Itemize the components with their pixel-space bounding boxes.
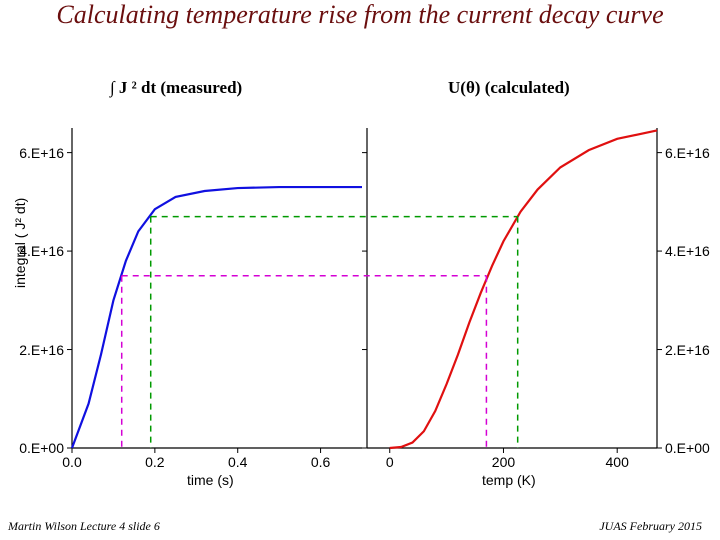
footer-left: Martin Wilson Lecture 4 slide 6 — [8, 519, 160, 534]
footer-right: JUAS February 2015 — [599, 519, 702, 534]
footer-left-text: Martin Wilson Lecture 4 slide 6 — [8, 519, 160, 533]
xtick-label: 0 — [372, 454, 408, 470]
xtick-label: 0.6 — [303, 454, 339, 470]
xtick-label: 0.4 — [220, 454, 256, 470]
y-axis-label: integral ( J² dt) — [12, 198, 28, 288]
xtick-label: 200 — [485, 454, 521, 470]
footer-right-text: JUAS February 2015 — [599, 519, 702, 533]
ytick-label: 4.E+16 — [665, 243, 710, 259]
ytick-label: 0.E+00 — [665, 440, 710, 456]
ytick-label: 6.E+16 — [665, 145, 710, 161]
x-axis-label: temp (K) — [482, 472, 536, 488]
ytick-label: 2.E+16 — [665, 342, 710, 358]
ytick-label: 6.E+16 — [19, 145, 64, 161]
xtick-label: 0.2 — [137, 454, 173, 470]
slide-root: { "title": { "text": "Calculating temper… — [0, 0, 720, 540]
xtick-label: 0.0 — [54, 454, 90, 470]
x-axis-label: time (s) — [187, 472, 234, 488]
xtick-label: 400 — [599, 454, 635, 470]
ytick-label: 2.E+16 — [19, 342, 64, 358]
